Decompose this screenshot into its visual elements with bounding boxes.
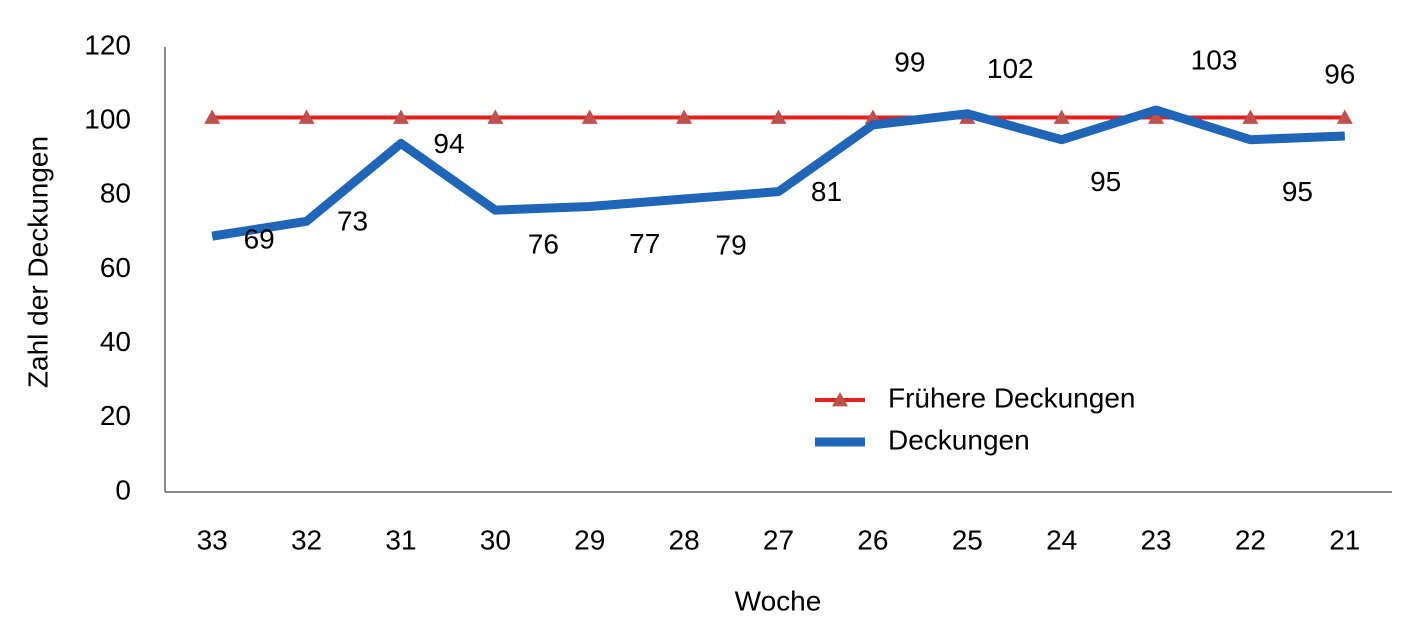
marker <box>770 109 787 124</box>
y-tick-label: 100 <box>84 104 131 135</box>
series-line <box>211 105 1345 241</box>
marker <box>581 109 598 124</box>
x-tick-label: 33 <box>197 524 228 555</box>
x-tick-label: 21 <box>1329 524 1360 555</box>
data-label: 99 <box>894 46 925 77</box>
x-tick-label: 24 <box>1046 524 1077 555</box>
y-tick-label: 80 <box>100 178 131 209</box>
data-label: 94 <box>433 128 464 159</box>
y-axis-title: Zahl der Deckungen <box>22 136 53 388</box>
data-label: 95 <box>1282 176 1313 207</box>
marker <box>204 109 221 124</box>
x-tick-label: 25 <box>952 524 983 555</box>
data-label: 76 <box>528 229 559 260</box>
data-label: 77 <box>629 228 660 259</box>
x-tick-label: 26 <box>857 524 888 555</box>
marker <box>1336 109 1353 124</box>
marker <box>487 109 504 124</box>
marker <box>1053 109 1070 124</box>
legend-label: Deckungen <box>888 424 1030 455</box>
legend-marker <box>832 392 848 407</box>
data-label: 102 <box>987 53 1034 84</box>
x-axis-title: Woche <box>735 585 822 616</box>
x-tick-label: 31 <box>385 524 416 555</box>
x-tick-label: 27 <box>763 524 794 555</box>
x-tick-label: 29 <box>574 524 605 555</box>
x-tick-label: 32 <box>291 524 322 555</box>
y-tick-label: 0 <box>115 474 131 505</box>
x-tick-label: 30 <box>480 524 511 555</box>
data-label: 95 <box>1090 166 1121 197</box>
data-label: 73 <box>337 206 368 237</box>
marker <box>1148 109 1165 124</box>
y-tick-label: 40 <box>100 326 131 357</box>
y-tick-label: 60 <box>100 252 131 283</box>
marker <box>1242 109 1259 124</box>
x-tick-label: 28 <box>669 524 700 555</box>
marker <box>676 109 693 124</box>
y-tick-label: 120 <box>84 29 131 60</box>
x-tick-label: 23 <box>1140 524 1171 555</box>
data-label: 96 <box>1324 58 1355 89</box>
data-label: 79 <box>716 229 747 260</box>
data-label: 103 <box>1191 44 1238 75</box>
legend-label: Frühere Deckungen <box>888 382 1135 413</box>
data-label: 69 <box>244 224 275 255</box>
data-label: 81 <box>811 176 842 207</box>
y-tick-label: 20 <box>100 400 131 431</box>
marker <box>392 109 409 124</box>
marker <box>298 109 315 124</box>
x-tick-label: 22 <box>1235 524 1266 555</box>
